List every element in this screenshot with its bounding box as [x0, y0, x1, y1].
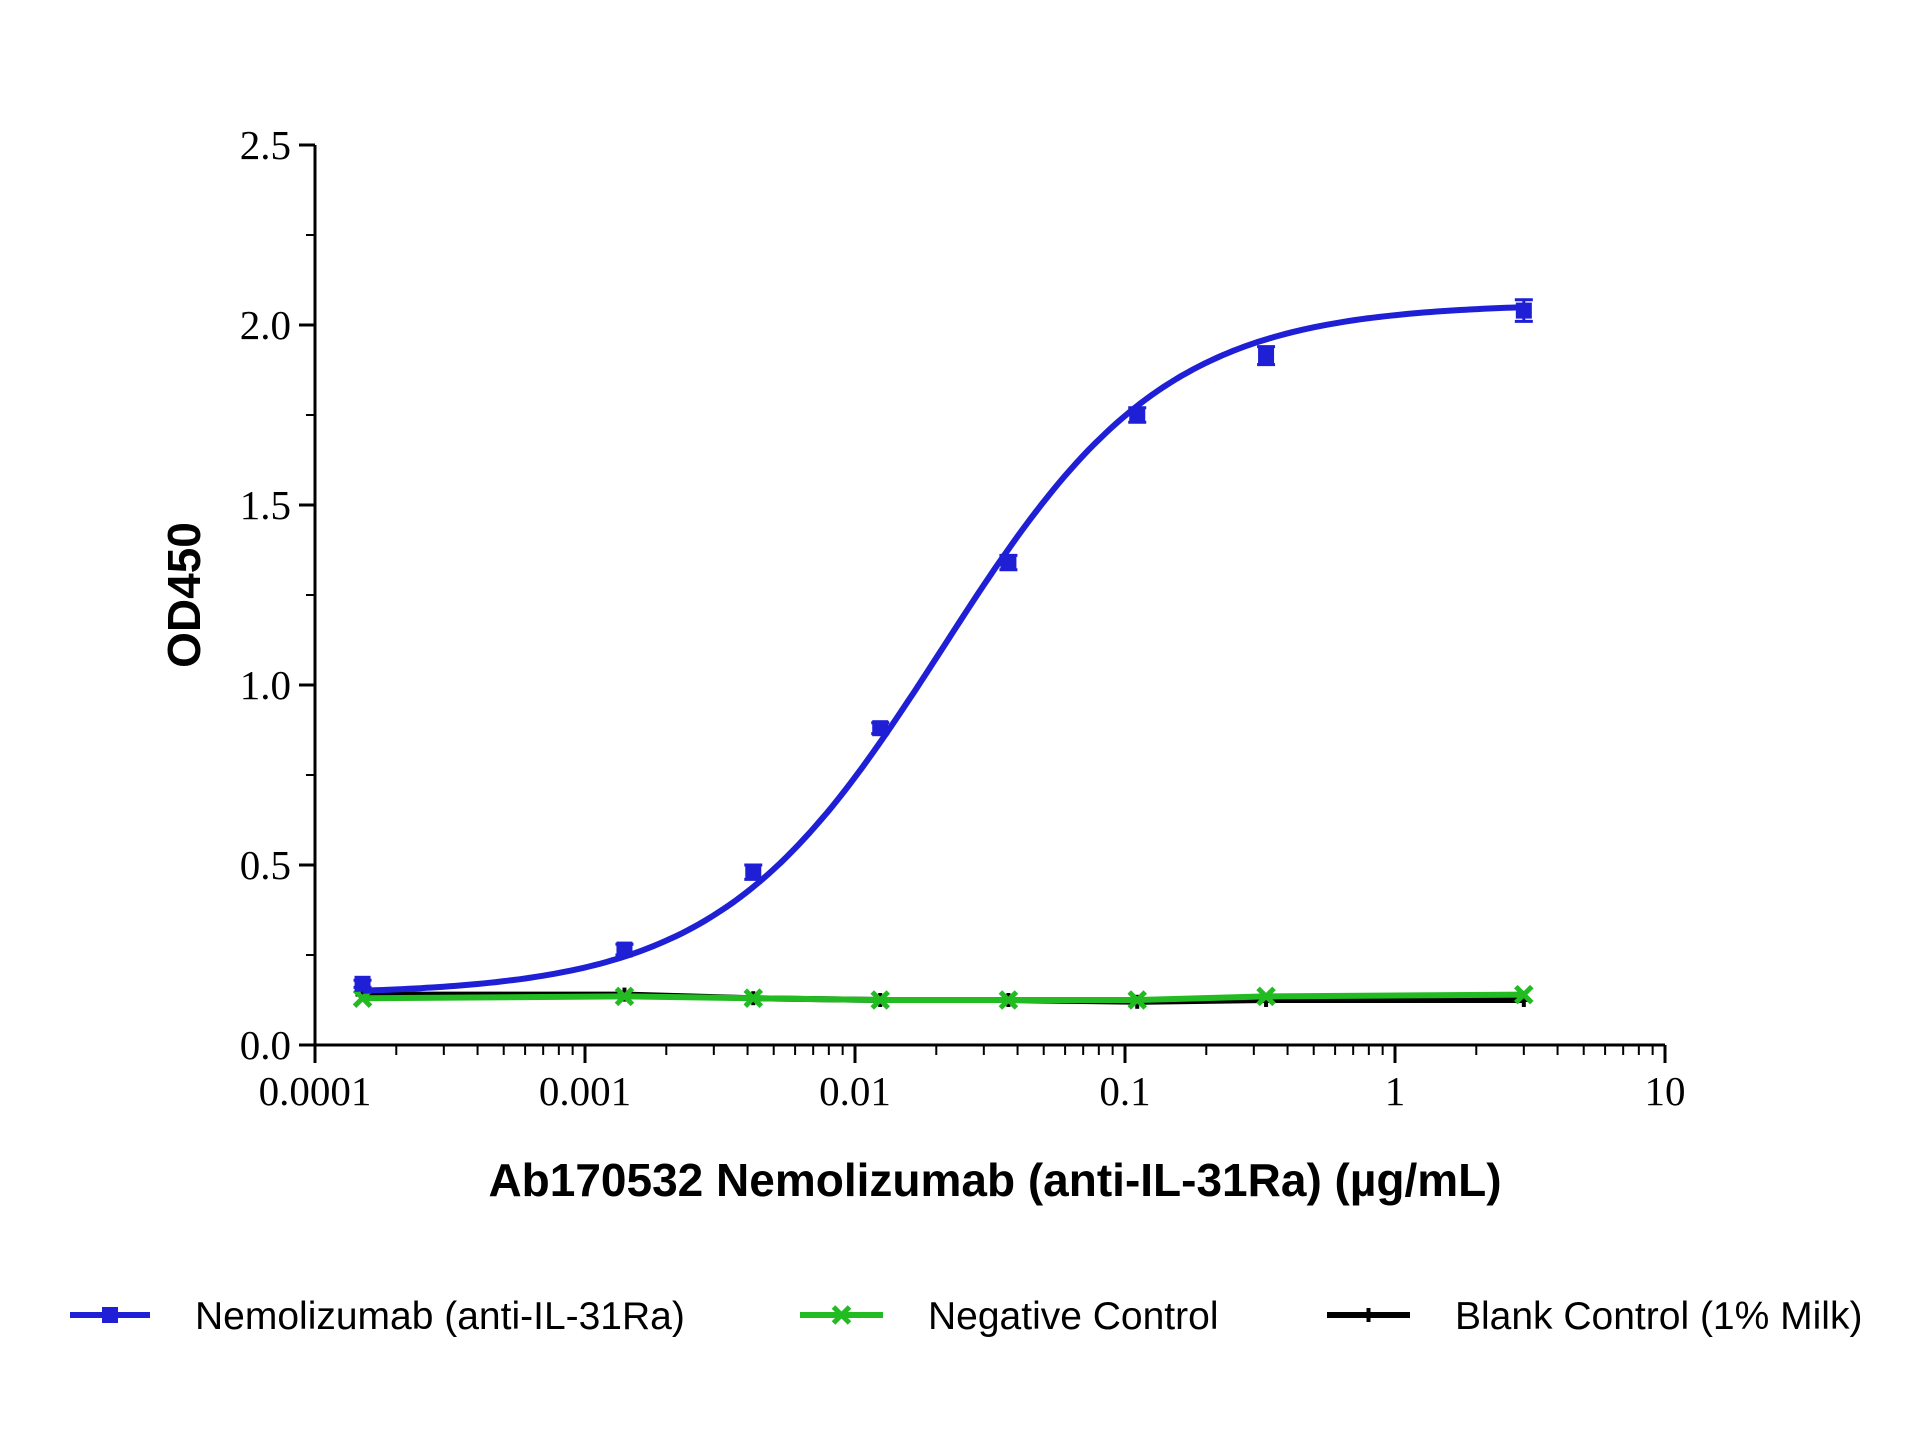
x-tick-label: 0.1 [1099, 1068, 1150, 1114]
y-tick-label: 1.0 [240, 662, 291, 708]
y-tick-label: 2.0 [240, 302, 291, 348]
data-point-b [1514, 984, 1534, 1005]
x-tick-label: 0.0001 [259, 1068, 372, 1114]
data-point [614, 986, 635, 1007]
y-axis-title: OD450 [158, 522, 210, 668]
data-point [1514, 984, 1534, 1005]
legend-label: Blank Control (1% Milk) [1455, 1295, 1862, 1338]
series-line [362, 991, 1524, 1003]
data-point [998, 990, 1019, 1010]
legend-marker [1361, 1308, 1376, 1322]
x-tick-label: 10 [1645, 1068, 1686, 1114]
y-tick-label: 2.5 [240, 122, 291, 168]
legend-label: Negative Control [928, 1295, 1218, 1338]
data-point [1256, 986, 1276, 1007]
data-point [743, 988, 764, 1008]
legend-marker [102, 1307, 118, 1323]
data-point [1127, 990, 1148, 1010]
x-tick-label: 0.001 [539, 1068, 631, 1114]
data-point [616, 941, 633, 958]
data-point [745, 864, 762, 881]
y-tick-label: 0.0 [240, 1022, 291, 1068]
data-point-b [1256, 986, 1276, 1007]
data-point-b [1127, 990, 1148, 1010]
data-point [354, 975, 371, 992]
legend-item: Negative Control [800, 1295, 1218, 1338]
legend-item: Blank Control (1% Milk) [1327, 1295, 1862, 1338]
axes: 0.0 0.5 1.0 1.5 2.0 2.5 0.0001 0.001 0.01 0.1 1 10 [240, 122, 1686, 1114]
series-1 [352, 984, 1534, 1010]
y-tick-label: 1.5 [240, 482, 291, 528]
series-0 [353, 298, 1533, 994]
data-point-b [743, 988, 764, 1008]
data-point [870, 990, 890, 1010]
series-line [362, 304, 1524, 994]
series-layer [352, 298, 1534, 1010]
y-tick-label: 0.5 [240, 842, 291, 888]
data-point [1258, 347, 1275, 364]
x-tick-label: 0.01 [819, 1068, 891, 1114]
data-point [1129, 407, 1146, 423]
data-point-b [870, 990, 890, 1010]
data-point [872, 720, 889, 737]
x-tick-label: 1 [1385, 1068, 1406, 1114]
legend: Nemolizumab (anti-IL-31Ra) Negative Contr… [70, 1295, 1862, 1338]
data-point [1515, 302, 1532, 319]
legend-marker [831, 1305, 852, 1325]
data-point-b [998, 990, 1019, 1010]
legend-item: Nemolizumab (anti-IL-31Ra) [70, 1295, 685, 1338]
x-axis-title: Ab170532 Nemolizumab (anti-IL-31Ra) (µg/… [488, 1154, 1501, 1206]
data-point-b [614, 986, 635, 1007]
legend-marker-b [831, 1305, 852, 1325]
data-point [1000, 554, 1017, 571]
legend-label: Nemolizumab (anti-IL-31Ra) [195, 1295, 685, 1338]
